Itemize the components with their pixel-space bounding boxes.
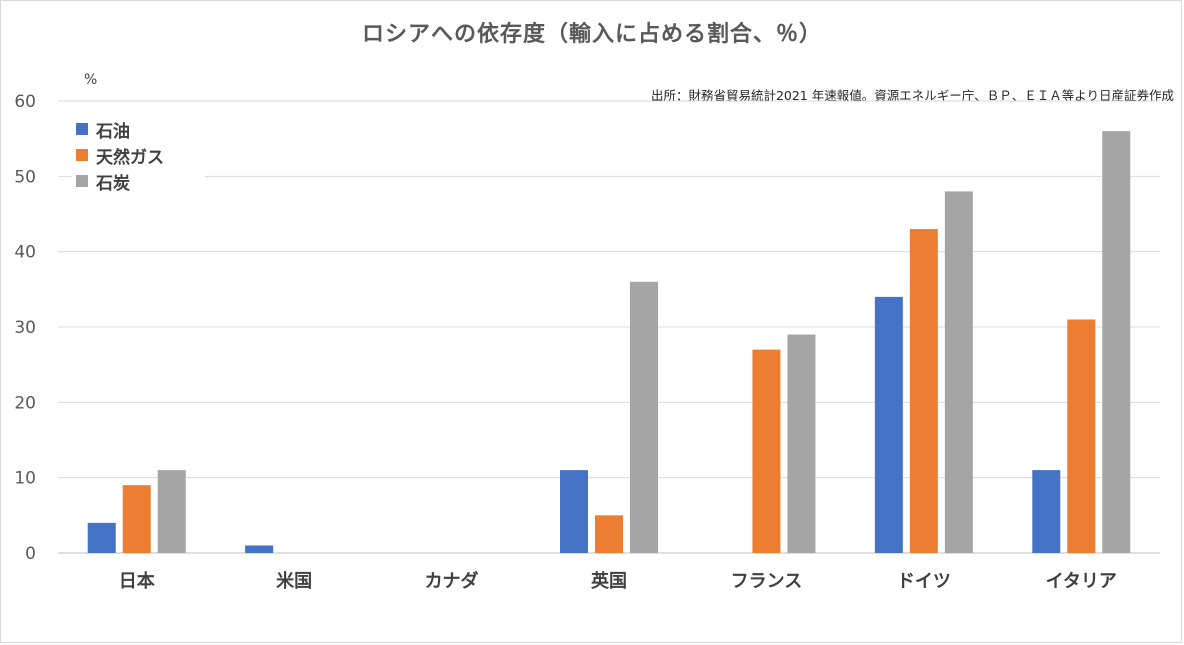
y-tick-label-30: 30 xyxy=(14,318,36,338)
legend: 石油 天然ガス 石炭 xyxy=(72,114,205,196)
legend-item-coal: 石炭 xyxy=(76,168,201,194)
bar-6-2 xyxy=(1102,131,1131,553)
x-tick-label-4: フランス xyxy=(731,571,803,592)
bar-0-2 xyxy=(157,470,186,553)
x-tick-label-1: 米国 xyxy=(276,570,312,592)
legend-swatch-oil xyxy=(76,123,88,135)
legend-label-coal: 石炭 xyxy=(96,173,130,194)
y-tick-label-60: 60 xyxy=(14,92,36,112)
bar-0-0 xyxy=(87,522,116,553)
y-tick-label-40: 40 xyxy=(14,243,36,263)
legend-swatch-coal xyxy=(76,175,88,187)
legend-label-natural-gas: 天然ガス xyxy=(96,147,164,168)
bar-6-0 xyxy=(1032,470,1061,553)
legend-label-oil: 石油 xyxy=(96,121,130,142)
y-tick-label-50: 50 xyxy=(14,167,36,187)
x-tick-label-2: カナダ xyxy=(425,570,479,592)
x-tick-label-6: イタリア xyxy=(1046,571,1117,592)
y-tick-label-10: 10 xyxy=(14,469,36,489)
bar-4-1 xyxy=(752,349,781,553)
bar-5-1 xyxy=(909,229,938,554)
bar-3-2 xyxy=(630,281,658,553)
bar-1-0 xyxy=(245,545,274,553)
y-tick-label-20: 20 xyxy=(14,393,36,413)
x-tick-label-0: 日本 xyxy=(119,570,155,592)
y-tick-label-0: 0 xyxy=(25,544,36,564)
bar-5-0 xyxy=(874,296,903,553)
legend-swatch-natural-gas xyxy=(76,149,88,161)
legend-item-natural-gas: 天然ガス xyxy=(76,142,201,168)
x-tick-label-5: ドイツ xyxy=(897,571,951,592)
bar-3-0 xyxy=(560,470,588,553)
legend-item-oil: 石油 xyxy=(76,116,201,142)
x-tick-label-3: 英国 xyxy=(590,570,627,592)
bar-0-1 xyxy=(122,485,151,553)
source-note: 出所：財務省貿易統計2021 年速報値。資源エネルギー庁、ＢＰ、ＥＩＡ等より日産… xyxy=(650,88,1174,103)
chart-title: ロシアへの依存度（輸入に占める割合、％） xyxy=(361,22,822,47)
bar-3-1 xyxy=(595,515,623,553)
bar-6-1 xyxy=(1067,319,1096,553)
bar-4-2 xyxy=(787,334,816,553)
bar-5-2 xyxy=(944,191,973,553)
y-axis-unit: % xyxy=(84,72,98,88)
